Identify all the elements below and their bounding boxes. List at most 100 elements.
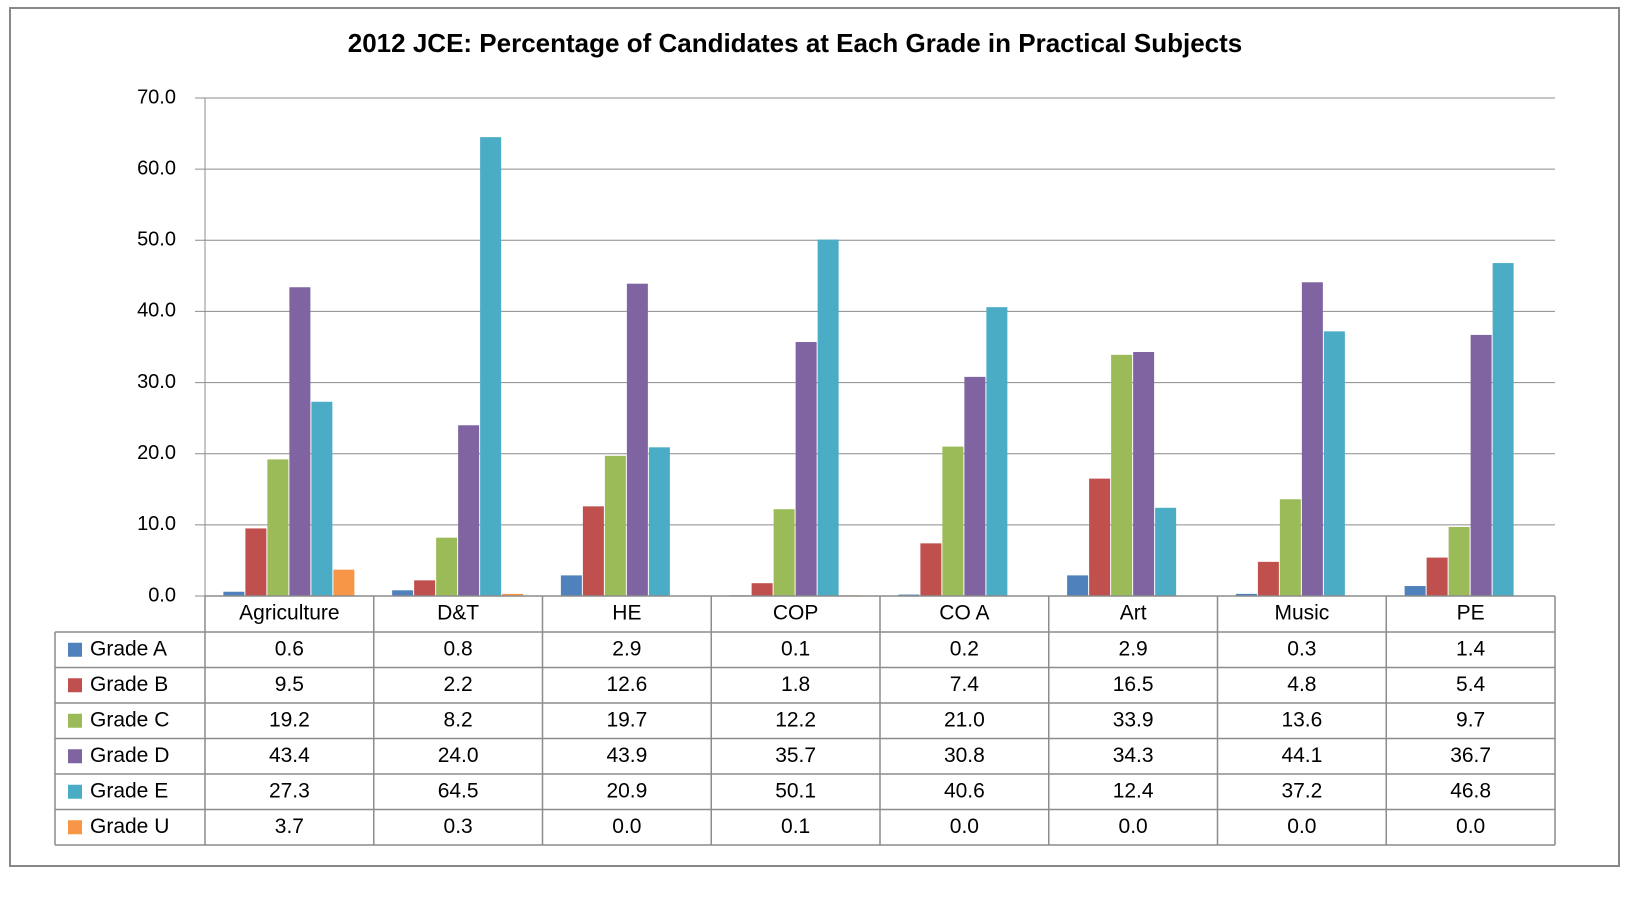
table-value: 46.8 <box>1450 779 1491 802</box>
legend-key <box>68 749 82 764</box>
x-tick-label: COP <box>773 602 819 625</box>
table-value: 12.2 <box>775 708 816 731</box>
table-value: 0.0 <box>612 815 641 838</box>
table-value: 40.6 <box>944 779 985 802</box>
x-tick-label: Agriculture <box>239 602 339 625</box>
x-tick-label: Art <box>1120 602 1147 625</box>
table-value: 0.8 <box>444 637 473 660</box>
bar <box>1426 557 1448 596</box>
table-value: 43.9 <box>606 744 647 767</box>
bar <box>648 447 670 596</box>
table-value: 19.2 <box>269 708 310 731</box>
bar <box>986 307 1008 596</box>
table-value: 12.4 <box>1113 779 1154 802</box>
bar <box>942 446 964 596</box>
bar <box>1089 478 1111 596</box>
table-value: 1.4 <box>1456 637 1486 660</box>
bar <box>817 239 839 596</box>
table-value: 9.7 <box>1456 708 1485 731</box>
bar <box>1279 499 1301 596</box>
legend-label: Grade A <box>90 637 167 660</box>
bar <box>964 376 986 596</box>
table-value: 0.2 <box>950 637 979 660</box>
table-value: 5.4 <box>1456 673 1486 696</box>
table-value: 8.2 <box>444 708 473 731</box>
bar <box>773 509 795 596</box>
bar <box>626 283 648 596</box>
bar <box>289 287 311 596</box>
bar <box>1067 575 1089 596</box>
table-value: 27.3 <box>269 779 310 802</box>
legend-label: Grade B <box>90 673 168 696</box>
bar <box>795 342 817 596</box>
legend-label: Grade U <box>90 815 169 838</box>
bar <box>245 528 267 596</box>
x-tick-label: HE <box>612 602 641 625</box>
bar <box>1155 507 1177 596</box>
table-value: 4.8 <box>1287 673 1316 696</box>
bar <box>582 506 604 596</box>
bar <box>311 401 333 596</box>
table-value: 0.3 <box>444 815 473 838</box>
bar <box>1323 331 1345 596</box>
bar <box>751 583 773 596</box>
y-tick-label: 50.0 <box>137 229 176 251</box>
table-value: 44.1 <box>1281 744 1322 767</box>
table-value: 20.9 <box>606 779 647 802</box>
y-tick-label: 10.0 <box>137 513 176 535</box>
table-value: 50.1 <box>775 779 816 802</box>
y-tick-label: 20.0 <box>137 442 176 464</box>
table-value: 37.2 <box>1281 779 1322 802</box>
table-value: 21.0 <box>944 708 985 731</box>
legend-label: Grade D <box>90 744 169 767</box>
bar <box>458 425 480 596</box>
y-tick-label: 40.0 <box>137 300 176 322</box>
bar <box>560 575 582 596</box>
table-value: 2.9 <box>612 637 641 660</box>
table-value: 43.4 <box>269 744 310 767</box>
legend-key <box>68 642 82 657</box>
bar <box>436 537 458 596</box>
table-value: 7.4 <box>950 673 980 696</box>
y-tick-label: 60.0 <box>137 157 176 179</box>
table-value: 9.5 <box>275 673 304 696</box>
table-value: 35.7 <box>775 744 816 767</box>
legend-key <box>68 820 82 835</box>
y-tick-label: 0.0 <box>148 584 176 606</box>
bar <box>414 580 436 596</box>
bar <box>920 543 942 596</box>
bar <box>1235 593 1257 596</box>
bar <box>502 593 524 596</box>
bar <box>1470 334 1492 596</box>
bar <box>333 569 355 596</box>
bar <box>1257 561 1279 596</box>
table-value: 0.1 <box>781 637 810 660</box>
legend-key <box>68 678 82 693</box>
bar <box>1404 586 1426 596</box>
bar <box>1111 354 1133 596</box>
table-value: 2.9 <box>1119 637 1148 660</box>
bar <box>604 455 626 596</box>
bar <box>267 459 289 596</box>
table-value: 0.0 <box>1287 815 1316 838</box>
table-value: 13.6 <box>1281 708 1322 731</box>
table-value: 33.9 <box>1113 708 1154 731</box>
x-tick-label: CO A <box>939 602 989 625</box>
bar <box>480 137 502 596</box>
table-value: 0.0 <box>1456 815 1485 838</box>
table-value: 19.7 <box>606 708 647 731</box>
chart-title: 2012 JCE: Percentage of Candidates at Ea… <box>348 28 1242 58</box>
x-tick-label: D&T <box>437 602 479 625</box>
y-tick-label: 30.0 <box>137 371 176 393</box>
bar <box>392 590 414 596</box>
bar <box>223 591 245 596</box>
table-value: 36.7 <box>1450 744 1491 767</box>
table-value: 2.2 <box>444 673 473 696</box>
bar <box>1448 526 1470 596</box>
table-value: 1.8 <box>781 673 810 696</box>
legend-key <box>68 713 82 728</box>
x-tick-label: Music <box>1274 602 1329 625</box>
table-value: 30.8 <box>944 744 985 767</box>
